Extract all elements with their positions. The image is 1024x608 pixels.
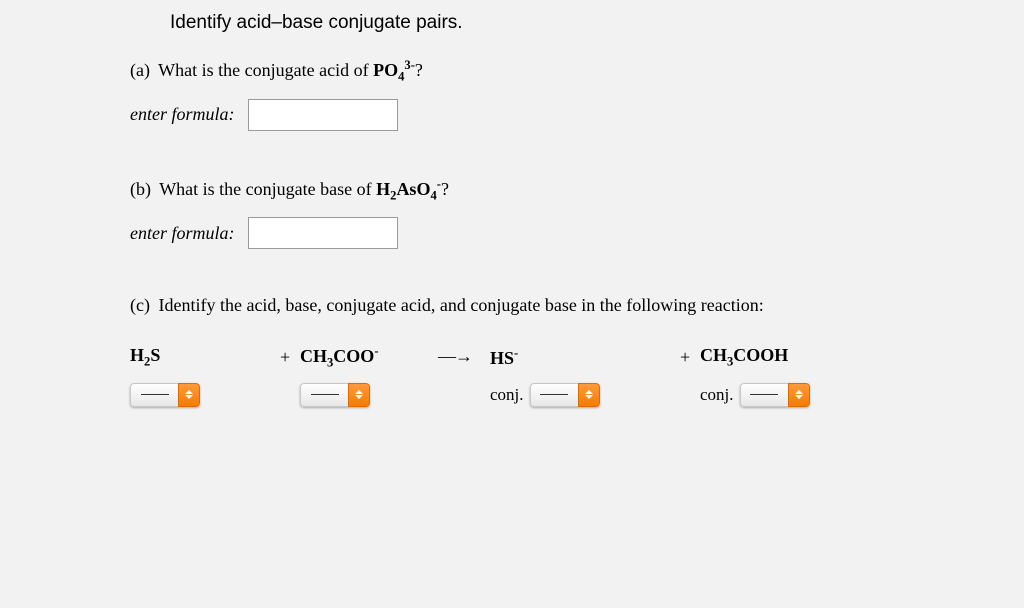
chevron-updown-icon[interactable] xyxy=(348,383,370,407)
part-b-enter-label: enter formula: xyxy=(130,223,234,244)
part-c-prompt-text: Identify the acid, base, conjugate acid,… xyxy=(158,295,763,315)
part-b-formula-input[interactable] xyxy=(248,217,398,249)
part-b-prompt-suffix: ? xyxy=(441,179,449,199)
select-product-1[interactable] xyxy=(530,383,600,407)
select-reactant-1-value xyxy=(130,383,178,407)
part-a-prompt-prefix: What is the conjugate acid of xyxy=(158,60,373,80)
select-row: conj. conj. xyxy=(130,383,954,407)
product-2: CH3COOH xyxy=(700,345,788,370)
part-a: (a) What is the conjugate acid of PO43-?… xyxy=(130,58,954,131)
select-product-1-value xyxy=(530,383,578,407)
part-a-enter-row: enter formula: xyxy=(130,99,954,131)
part-c-label: (c) xyxy=(130,295,150,315)
chevron-updown-icon[interactable] xyxy=(788,383,810,407)
conj-label-1: conj. xyxy=(490,385,524,405)
product-1: HS- xyxy=(490,346,518,369)
reactant-2: CH3COO- xyxy=(300,344,379,371)
part-b-prompt: (b) What is the conjugate base of H2AsO4… xyxy=(130,177,954,204)
select-reactant-2[interactable] xyxy=(300,383,370,407)
select-product-2[interactable] xyxy=(740,383,810,407)
part-c: (c) Identify the acid, base, conjugate a… xyxy=(130,295,954,407)
part-a-species: PO43- xyxy=(373,60,415,80)
part-a-prompt-suffix: ? xyxy=(415,60,423,80)
part-b-prompt-prefix: What is the conjugate base of xyxy=(159,179,376,199)
reactant-1: H2S xyxy=(130,345,160,370)
select-reactant-1[interactable] xyxy=(130,383,200,407)
select-product-2-value xyxy=(740,383,788,407)
conj-label-2: conj. xyxy=(700,385,734,405)
part-b: (b) What is the conjugate base of H2AsO4… xyxy=(130,177,954,250)
reaction-arrow-icon: —→ xyxy=(438,346,472,367)
part-b-label: (b) xyxy=(130,179,151,199)
part-a-label: (a) xyxy=(130,60,150,80)
part-a-formula-input[interactable] xyxy=(248,99,398,131)
reaction-row: H2S + CH3COO- —→ HS- + CH3COOH xyxy=(130,344,954,371)
part-a-prompt: (a) What is the conjugate acid of PO43-? xyxy=(130,58,954,85)
page-title: Identify acid–base conjugate pairs. xyxy=(170,12,954,34)
part-b-enter-row: enter formula: xyxy=(130,217,954,249)
plus-1: + xyxy=(280,347,290,368)
plus-2: + xyxy=(680,347,690,368)
part-a-enter-label: enter formula: xyxy=(130,104,234,125)
chevron-updown-icon[interactable] xyxy=(578,383,600,407)
select-reactant-2-value xyxy=(300,383,348,407)
part-b-species: H2AsO4- xyxy=(376,179,441,199)
chevron-updown-icon[interactable] xyxy=(178,383,200,407)
part-c-prompt: (c) Identify the acid, base, conjugate a… xyxy=(130,295,954,316)
